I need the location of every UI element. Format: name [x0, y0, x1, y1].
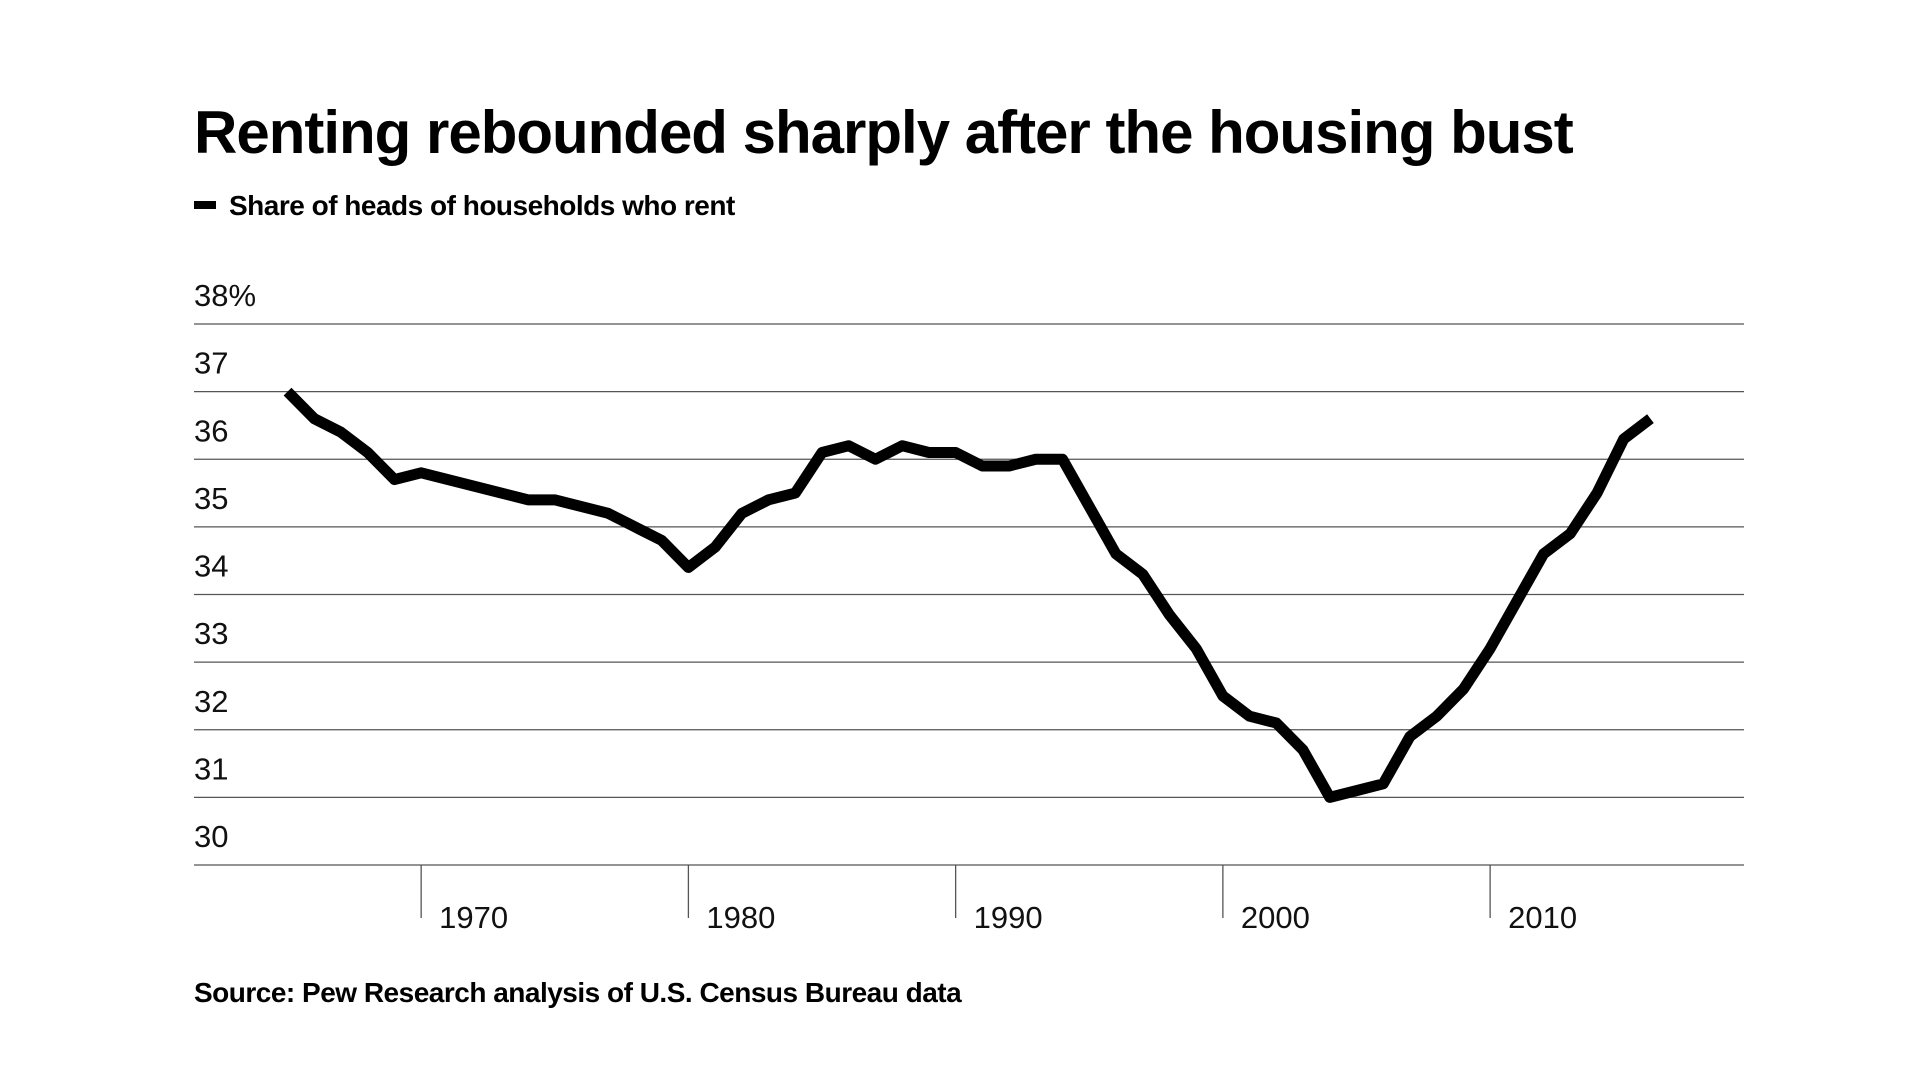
y-tick-label: 36: [194, 413, 228, 448]
y-tick-label: 34: [194, 549, 228, 584]
x-tick-label: 1990: [974, 900, 1043, 935]
x-tick-label: 1980: [706, 900, 775, 935]
y-tick-label: 33: [194, 616, 228, 651]
y-tick-label: 37: [194, 346, 228, 381]
y-tick-label: 38%: [194, 278, 256, 313]
y-tick-label: 35: [194, 481, 228, 516]
source: Source: Pew Research analysis of U.S. Ce…: [194, 977, 962, 1008]
chart-title: Renting rebounded sharply after the hous…: [194, 99, 1574, 166]
data-line: [283, 387, 1654, 803]
legend-label: Share of heads of households who rent: [229, 190, 735, 221]
x-tick-label: 2000: [1241, 900, 1310, 935]
y-tick-label: 32: [194, 684, 228, 719]
y-tick-label: 30: [194, 819, 228, 854]
y-tick-label: 31: [194, 751, 228, 786]
legend-swatch: [194, 201, 216, 209]
x-tick-label: 1970: [439, 900, 508, 935]
x-tick-label: 2010: [1508, 900, 1577, 935]
